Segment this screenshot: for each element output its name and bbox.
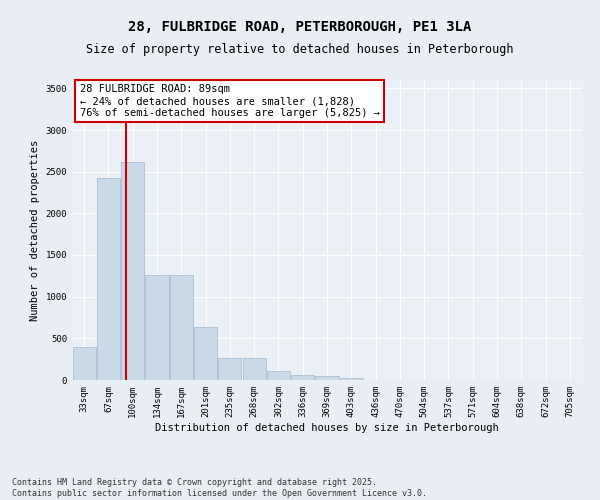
Text: 28, FULBRIDGE ROAD, PETERBOROUGH, PE1 3LA: 28, FULBRIDGE ROAD, PETERBOROUGH, PE1 3L… (128, 20, 472, 34)
Bar (218, 358, 241, 380)
Bar (291, 376, 314, 380)
Text: Size of property relative to detached houses in Peterborough: Size of property relative to detached ho… (86, 42, 514, 56)
Bar (170, 275, 193, 380)
Text: 28 FULBRIDGE ROAD: 89sqm
← 24% of detached houses are smaller (1,828)
76% of sem: 28 FULBRIDGE ROAD: 89sqm ← 24% of detach… (80, 84, 380, 117)
Bar (121, 162, 144, 380)
Bar (194, 326, 217, 380)
Bar (73, 346, 95, 380)
Y-axis label: Number of detached properties: Number of detached properties (30, 140, 40, 320)
Text: Contains HM Land Registry data © Crown copyright and database right 2025.
Contai: Contains HM Land Registry data © Crown c… (12, 478, 427, 498)
Bar (242, 358, 266, 380)
Bar (340, 378, 363, 380)
Bar (145, 275, 169, 380)
X-axis label: Distribution of detached houses by size in Peterborough: Distribution of detached houses by size … (155, 422, 499, 432)
Bar (267, 371, 290, 380)
Bar (97, 178, 120, 380)
Bar (316, 376, 338, 380)
